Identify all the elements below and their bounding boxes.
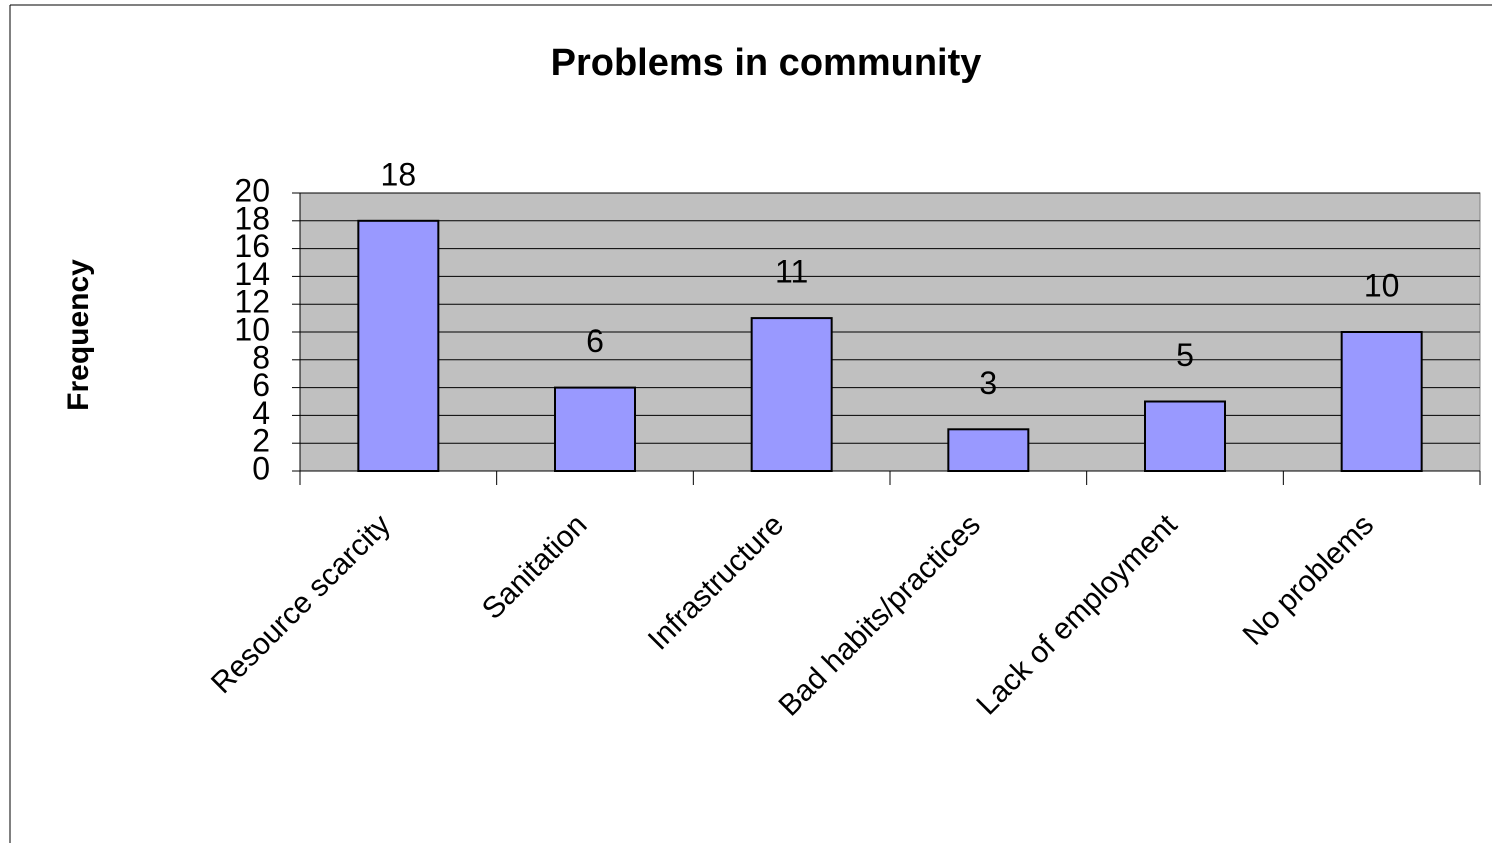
x-tick-label: Sanitation: [476, 508, 594, 626]
data-label: 6: [586, 323, 604, 359]
data-label: 10: [1364, 267, 1400, 303]
bar: [1144, 400, 1226, 472]
bar: [1340, 331, 1423, 472]
data-label: 11: [775, 254, 808, 290]
chart-title: Problems in community: [551, 42, 982, 84]
bar: [554, 386, 636, 473]
x-tick-label: Bad habits/practices: [773, 508, 987, 722]
y-axis-title: Frequency: [62, 259, 95, 411]
y-tick-label: 10: [234, 311, 270, 347]
data-label: 5: [1176, 337, 1194, 373]
y-tick-label: 4: [252, 395, 270, 431]
y-tick-label: 14: [234, 256, 270, 292]
y-tick-label: 0: [252, 450, 270, 486]
y-tick-label: 16: [234, 228, 270, 264]
x-tick-label: Infrastructure: [642, 508, 790, 656]
y-tick-label: 6: [252, 367, 270, 403]
data-label: 3: [979, 365, 997, 401]
bar: [750, 317, 833, 472]
bar: [357, 219, 440, 472]
y-tick-label: 18: [234, 200, 270, 236]
y-tick-label: 20: [234, 172, 270, 208]
y-tick-label: 2: [252, 423, 270, 459]
y-tick-label: 12: [234, 284, 270, 320]
x-tick-label: No problems: [1237, 508, 1381, 652]
data-label: 18: [381, 156, 417, 192]
y-tick-label: 8: [252, 339, 270, 375]
x-tick-label: Lack of employment: [970, 508, 1184, 722]
bar: [947, 428, 1030, 472]
x-tick-label: Resource scarcity: [205, 508, 397, 700]
